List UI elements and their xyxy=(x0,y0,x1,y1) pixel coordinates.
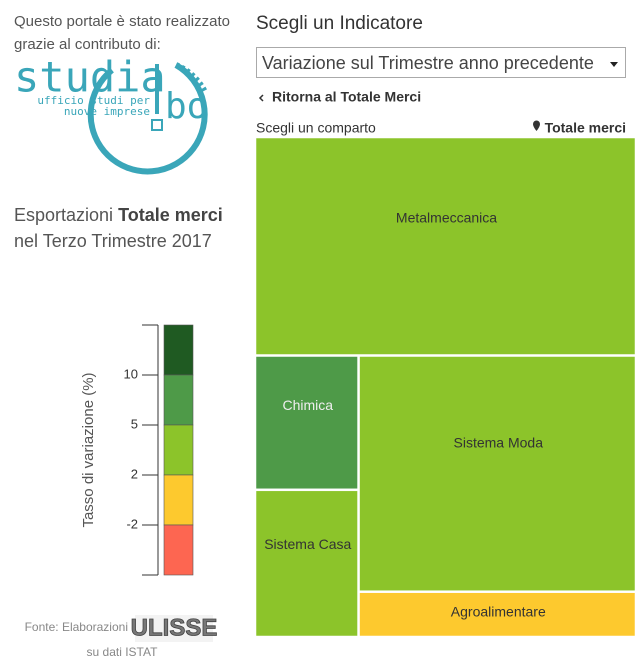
select-box xyxy=(256,47,626,78)
intro-text: Questo portale è stato realizzato xyxy=(14,13,230,30)
tile-label: Sistema Moda xyxy=(454,435,544,451)
logo-tagline: ufficio studi per xyxy=(37,94,150,107)
back-link-text[interactable]: Ritorna al Totale Merci xyxy=(272,89,421,105)
heading-text: Esportazioni xyxy=(14,205,113,225)
legend-tick-label: -2 xyxy=(126,516,138,531)
intro-text: grazie al contributo di: xyxy=(14,36,161,53)
select-value: Variazione sul Trimestre anno precedente xyxy=(262,53,594,73)
treemap-tile xyxy=(255,490,358,637)
legend-tick-label: 10 xyxy=(124,366,138,381)
select-arrow xyxy=(610,62,618,67)
partner-logo[interactable]: studia bo ufficio studi per nuove impres… xyxy=(14,53,208,175)
back-link[interactable]: Ritorna al Totale Merci xyxy=(258,89,421,105)
legend-tick-label: 5 xyxy=(131,416,138,431)
tile-label: Sistema Casa xyxy=(264,536,351,552)
source-logo-bg xyxy=(135,615,213,642)
legend-tick-label: 2 xyxy=(131,466,138,481)
heading: Esportazioni Totale merci xyxy=(14,205,223,225)
sidebar: Questo portale è stato realizzato grazie… xyxy=(14,13,230,53)
tile-label: Agroalimentare xyxy=(451,603,546,619)
legend-bin xyxy=(163,424,194,476)
current-selection: Totale merci xyxy=(545,120,626,136)
legend-bin xyxy=(163,474,194,526)
prompt-text: Scegli un comparto xyxy=(256,120,376,136)
legend-bin xyxy=(163,524,194,576)
heading-text: nel Terzo Trimestre 2017 xyxy=(14,231,212,251)
chevron-icon xyxy=(258,94,264,102)
logo-word: studia xyxy=(14,53,166,102)
logo-tagline: nuove imprese xyxy=(64,105,150,118)
treemap-tile xyxy=(359,592,636,637)
source-text: su dati ISTAT xyxy=(87,645,159,659)
tile-label: Metalmeccanica xyxy=(396,210,497,226)
treemap-tile xyxy=(255,356,358,490)
heading-bold: Totale merci xyxy=(118,205,223,225)
source-logo[interactable]: ULISSE xyxy=(130,614,218,642)
panel-title: Scegli un Indicatore xyxy=(256,13,423,34)
logo-arc xyxy=(174,62,208,94)
treemap-tile xyxy=(359,356,636,591)
logo-arc xyxy=(87,62,208,175)
treemap-tile xyxy=(255,137,636,355)
legend-bin xyxy=(163,374,194,426)
logo-bar xyxy=(155,64,159,114)
indicator-select[interactable]: Variazione sul Trimestre anno precedente xyxy=(256,47,626,78)
logo-square xyxy=(151,119,163,131)
legend-title: Tasso di variazione (%) xyxy=(80,372,97,527)
pin-icon xyxy=(533,120,540,131)
treemap: Metalmeccanica Chimica Sistema Casa Sistema… xyxy=(255,137,636,637)
tile-label: Chimica xyxy=(282,397,333,413)
source-text: Fonte: Elaborazioni xyxy=(25,620,128,634)
logo-suffix: bo xyxy=(165,86,208,127)
legend-bin xyxy=(163,324,194,376)
legend: 10 5 2 -2 Tasso di variazione (%) xyxy=(80,324,194,576)
